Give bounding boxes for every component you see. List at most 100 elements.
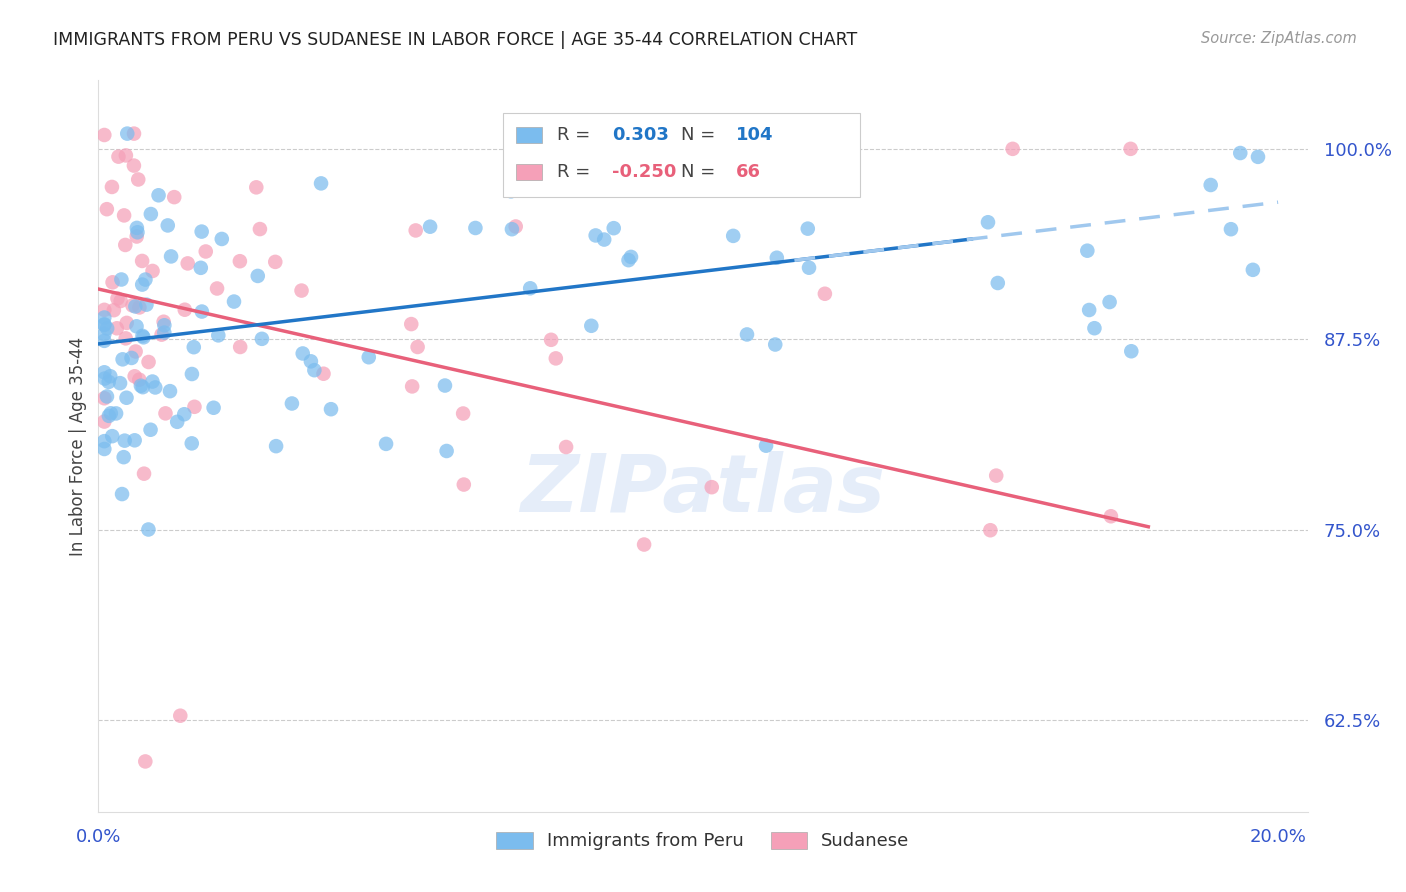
Point — [505, 219, 527, 234]
Point — [139, 207, 162, 221]
Point — [190, 260, 212, 275]
Point — [312, 367, 335, 381]
Point — [115, 148, 138, 162]
Point — [593, 233, 616, 247]
FancyBboxPatch shape — [516, 163, 543, 180]
Point — [143, 380, 166, 394]
Point — [183, 400, 205, 414]
Point — [160, 249, 183, 263]
Point — [114, 434, 136, 448]
Point — [93, 434, 115, 449]
Point — [107, 292, 129, 306]
Point — [501, 222, 523, 236]
Point — [190, 225, 212, 239]
Point — [132, 467, 155, 481]
Point — [166, 415, 188, 429]
Text: Source: ZipAtlas.com: Source: ZipAtlas.com — [1201, 31, 1357, 46]
Y-axis label: In Labor Force | Age 35-44: In Labor Force | Age 35-44 — [69, 336, 87, 556]
Point — [107, 150, 129, 164]
Text: 0.303: 0.303 — [613, 126, 669, 145]
Point — [93, 327, 115, 342]
Point — [141, 264, 163, 278]
Point — [155, 406, 177, 420]
Text: N =: N = — [682, 162, 721, 181]
Point — [132, 330, 155, 344]
Text: N =: N = — [682, 126, 721, 145]
Point — [93, 365, 115, 379]
Point — [93, 442, 115, 456]
Text: IMMIGRANTS FROM PERU VS SUDANESE IN LABOR FORCE | AGE 35-44 CORRELATION CHART: IMMIGRANTS FROM PERU VS SUDANESE IN LABO… — [53, 31, 858, 49]
Point — [115, 316, 138, 330]
Point — [114, 238, 136, 252]
Point — [96, 389, 118, 403]
FancyBboxPatch shape — [516, 127, 543, 144]
Point — [97, 375, 120, 389]
Point — [121, 298, 143, 312]
Point — [183, 340, 205, 354]
Point — [451, 407, 474, 421]
Text: ZIPatlas: ZIPatlas — [520, 450, 886, 529]
Point — [125, 229, 148, 244]
Point — [148, 188, 170, 202]
Point — [150, 327, 173, 342]
Point — [111, 487, 134, 501]
Point — [122, 159, 145, 173]
Point — [633, 537, 655, 551]
Point — [291, 346, 314, 360]
Point — [229, 340, 252, 354]
Point — [112, 450, 135, 465]
Point — [131, 277, 153, 292]
Text: R =: R = — [557, 162, 596, 181]
Point — [105, 406, 128, 420]
Point — [1083, 321, 1105, 335]
Point — [797, 260, 820, 275]
Point — [93, 318, 115, 332]
Point — [93, 371, 115, 385]
Point — [202, 401, 225, 415]
Point — [115, 391, 138, 405]
Point — [180, 367, 202, 381]
Point — [250, 332, 273, 346]
Point — [987, 276, 1010, 290]
Point — [620, 250, 643, 264]
Point — [319, 402, 342, 417]
Point — [499, 185, 522, 199]
Point — [93, 391, 115, 405]
FancyBboxPatch shape — [503, 113, 860, 197]
Text: R =: R = — [557, 126, 596, 145]
Point — [114, 331, 136, 345]
Point — [1076, 244, 1098, 258]
Point — [152, 315, 174, 329]
Point — [249, 222, 271, 236]
Point — [299, 354, 322, 368]
Point — [581, 318, 603, 333]
Point — [121, 351, 143, 365]
Point — [401, 379, 423, 393]
Point — [153, 318, 176, 333]
Point — [304, 363, 326, 377]
Text: 104: 104 — [735, 126, 773, 145]
Point — [138, 523, 160, 537]
Point — [405, 223, 427, 237]
Point — [246, 268, 269, 283]
Point — [979, 523, 1001, 537]
Point — [138, 355, 160, 369]
Text: -0.250: -0.250 — [613, 162, 676, 181]
Point — [125, 319, 148, 334]
Point — [406, 340, 429, 354]
Point — [433, 378, 456, 392]
Point — [156, 219, 179, 233]
Point — [977, 215, 1000, 229]
Point — [127, 172, 149, 186]
Point — [222, 294, 245, 309]
Point — [128, 373, 150, 387]
Point — [125, 220, 148, 235]
Point — [375, 437, 398, 451]
Point — [290, 284, 312, 298]
Point — [124, 344, 146, 359]
Point — [207, 328, 229, 343]
Point — [281, 396, 304, 410]
Point — [124, 434, 146, 448]
Point — [229, 254, 252, 268]
Point — [763, 337, 786, 351]
